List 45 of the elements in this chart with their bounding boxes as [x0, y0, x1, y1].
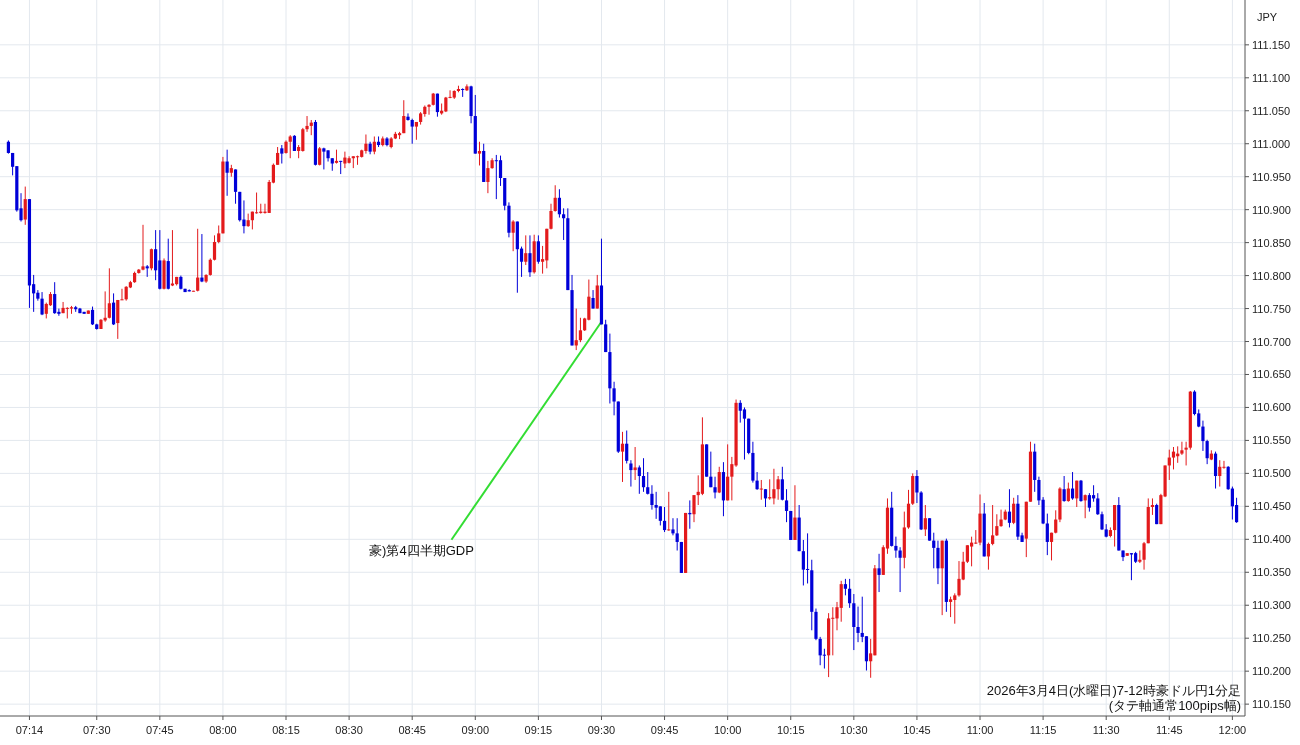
y-tick-label: 110.550: [1252, 434, 1291, 447]
annotation: (タテ軸通常100pips幅): [1108, 698, 1241, 713]
x-tick-label: 10:45: [903, 724, 931, 736]
y-tick-label: 111.150: [1252, 38, 1291, 51]
y-tick-label: 111.000: [1252, 137, 1291, 150]
x-tick-label: 08:00: [209, 724, 237, 736]
y-tick-label: 110.800: [1252, 269, 1291, 282]
x-tick-label: 07:14: [15, 724, 44, 736]
x-tick-label: 11:30: [1092, 724, 1120, 736]
x-tick-label: 07:30: [82, 724, 111, 736]
x-tick-label: 08:15: [272, 724, 300, 736]
y-tick-label: 110.300: [1252, 599, 1291, 612]
y-tick-label: 110.950: [1252, 170, 1291, 183]
y-tick-label: 110.750: [1252, 302, 1291, 315]
x-tick-label: 07:45: [146, 724, 174, 736]
y-tick-label: 110.250: [1252, 632, 1291, 645]
y-tick-label: 111.050: [1252, 104, 1291, 117]
x-tick-label: 10:15: [776, 724, 805, 736]
y-tick-label: 110.700: [1252, 335, 1291, 348]
y-tick-label: 110.450: [1252, 500, 1291, 513]
x-tick-label: 09:30: [587, 724, 616, 736]
y-tick-label: 110.350: [1252, 566, 1291, 579]
y-tick-label: 110.150: [1252, 698, 1291, 711]
y-tick-label: 110.850: [1252, 236, 1291, 249]
x-tick-label: 11:15: [1029, 724, 1057, 736]
y-tick-label: 110.200: [1252, 665, 1291, 678]
x-tick-label: 11:45: [1155, 724, 1183, 736]
annotation: 2026年3月4日(水曜日)7-12時豪ドル円1分足: [986, 683, 1241, 698]
y-tick-label: 110.650: [1252, 368, 1291, 381]
y-tick-label: 110.900: [1252, 203, 1291, 216]
x-tick-label: 08:30: [335, 724, 363, 736]
x-tick-label: 12:00: [1218, 724, 1247, 736]
x-tick-label: 09:15: [524, 724, 553, 736]
x-tick-label: 11:00: [966, 724, 994, 736]
y-tick-label: 110.600: [1252, 401, 1291, 414]
y-tick-label: 111.100: [1252, 71, 1291, 84]
x-tick-label: 09:45: [650, 724, 679, 736]
y-tick-label: 110.500: [1252, 467, 1291, 480]
y-axis-title: JPY: [1257, 11, 1278, 23]
x-tick-label: 10:30: [840, 724, 868, 736]
x-tick-label: 09:00: [461, 724, 490, 736]
x-tick-label: 08:45: [398, 724, 426, 736]
annotation: 豪)第4四半期GDP: [369, 542, 474, 558]
x-tick-label: 10:00: [713, 724, 742, 736]
y-tick-label: 110.400: [1252, 533, 1291, 546]
